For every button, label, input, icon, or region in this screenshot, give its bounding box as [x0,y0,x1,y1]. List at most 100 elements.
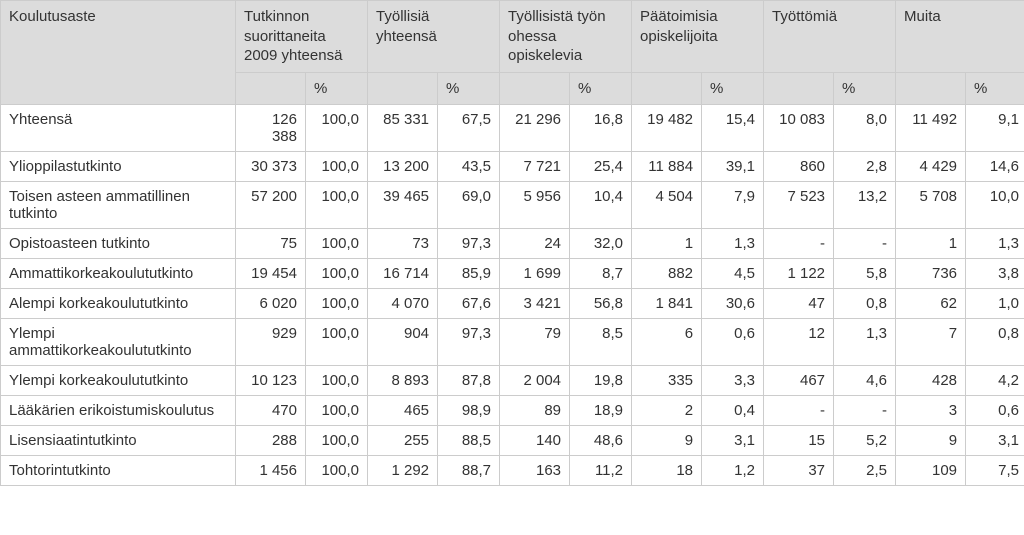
cell: 24 [500,229,570,259]
cell: 163 [500,456,570,486]
table-row: Yhteensä126 388100,085 33167,521 29616,8… [1,105,1024,152]
row-label: Alempi korkeakoulututkinto [1,289,236,319]
cell: 2,8 [834,152,896,182]
cell: 62 [896,289,966,319]
cell: 100,0 [306,182,368,229]
table-row: Ammattikorkeakoulututkinto19 454100,016 … [1,259,1024,289]
col-group-2: Työllisistä työn ohessa opiskelevia [500,1,632,73]
cell: 4 070 [368,289,438,319]
cell: 48,6 [570,426,632,456]
cell: 89 [500,396,570,426]
cell: 88,7 [438,456,500,486]
cell: 67,6 [438,289,500,319]
row-label: Lääkärien erikoistumiskoulutus [1,396,236,426]
table-row: Ylempi korkeakoulututkinto10 123100,08 8… [1,366,1024,396]
cell: 6 020 [236,289,306,319]
cell: 15 [764,426,834,456]
cell: 3,1 [966,426,1024,456]
cell: 5,2 [834,426,896,456]
cell: 465 [368,396,438,426]
cell: 30 373 [236,152,306,182]
cell: 43,5 [438,152,500,182]
cell: 10,4 [570,182,632,229]
cell: - [764,229,834,259]
cell: 9 [896,426,966,456]
cell: 1 699 [500,259,570,289]
row-label: Lisensiaatintutkinto [1,426,236,456]
cell: 0,6 [966,396,1024,426]
cell: - [834,229,896,259]
cell: 929 [236,319,306,366]
row-label: Ylioppilastutkinto [1,152,236,182]
cell: 11 492 [896,105,966,152]
col-blank-3 [632,72,702,105]
cell: 100,0 [306,259,368,289]
cell: 56,8 [570,289,632,319]
cell: 69,0 [438,182,500,229]
cell: 39 465 [368,182,438,229]
cell: 67,5 [438,105,500,152]
cell: 3,1 [702,426,764,456]
cell: 16 714 [368,259,438,289]
col-group-4: Työttömiä [764,1,896,73]
cell: 140 [500,426,570,456]
table-header: Koulutusaste Tutkinnon suorittaneita 200… [1,1,1024,105]
col-group-3: Päätoimisia opiskelijoita [632,1,764,73]
cell: 100,0 [306,289,368,319]
cell: 126 388 [236,105,306,152]
cell: 97,3 [438,319,500,366]
cell: 100,0 [306,229,368,259]
cell: 1,3 [966,229,1024,259]
cell: 9,1 [966,105,1024,152]
cell: 2 [632,396,702,426]
cell: 0,8 [834,289,896,319]
col-pct-3: % [702,72,764,105]
cell: 0,4 [702,396,764,426]
col-blank-1 [368,72,438,105]
cell: 1 [896,229,966,259]
cell: 100,0 [306,152,368,182]
col-rowheader: Koulutusaste [1,1,236,105]
cell: 87,8 [438,366,500,396]
cell: 2 004 [500,366,570,396]
col-group-0: Tutkinnon suorittaneita 2009 yhteensä [236,1,368,73]
cell: 47 [764,289,834,319]
cell: 10 083 [764,105,834,152]
cell: 1,3 [702,229,764,259]
cell: 10 123 [236,366,306,396]
cell: 100,0 [306,396,368,426]
cell: 8,0 [834,105,896,152]
cell: 4,5 [702,259,764,289]
cell: 100,0 [306,456,368,486]
cell: 6 [632,319,702,366]
cell: 25,4 [570,152,632,182]
cell: 19 454 [236,259,306,289]
cell: 1 841 [632,289,702,319]
cell: 13 200 [368,152,438,182]
cell: - [834,396,896,426]
cell: 1,3 [834,319,896,366]
cell: 11 884 [632,152,702,182]
cell: 860 [764,152,834,182]
cell: 32,0 [570,229,632,259]
cell: 79 [500,319,570,366]
cell: 335 [632,366,702,396]
row-label: Ylempi korkeakoulututkinto [1,366,236,396]
cell: 5 708 [896,182,966,229]
cell: 1 292 [368,456,438,486]
table-row: Ylempi ammattikorkeakoulututkinto929100,… [1,319,1024,366]
cell: 428 [896,366,966,396]
cell: 18 [632,456,702,486]
cell: 904 [368,319,438,366]
cell: 1 122 [764,259,834,289]
col-group-5: Muita [896,1,1024,73]
cell: 9 [632,426,702,456]
table-row: Lääkärien erikoistumiskoulutus470100,046… [1,396,1024,426]
row-label: Toisen asteen ammatillinen tutkinto [1,182,236,229]
cell: 12 [764,319,834,366]
row-label: Ammattikorkeakoulututkinto [1,259,236,289]
table-row: Toisen asteen ammatillinen tutkinto57 20… [1,182,1024,229]
col-group-1: Työllisiä yhteensä [368,1,500,73]
cell: 19,8 [570,366,632,396]
cell: 14,6 [966,152,1024,182]
